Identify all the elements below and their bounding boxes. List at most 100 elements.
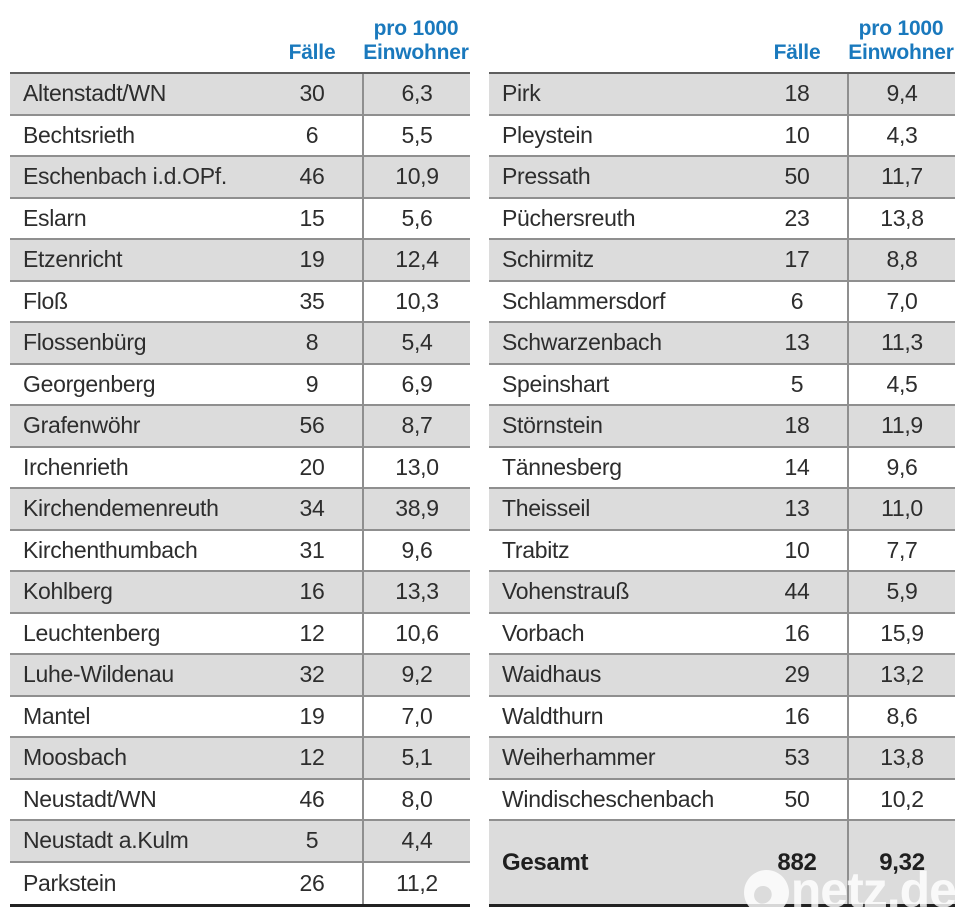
municipality-name: Schirmitz xyxy=(502,246,594,273)
table-row: Eslarn 15 5,6 xyxy=(10,198,470,240)
cases-value: 18 xyxy=(784,80,810,107)
header-per1000-line1: pro 1000 xyxy=(858,17,944,40)
municipality-name: Luhe-Wildenau xyxy=(23,661,174,688)
municipality-name: Speinshart xyxy=(502,370,609,397)
table-row: Flossenbürg 8 5,4 xyxy=(10,323,470,365)
table-row: Neustadt a.Kulm 5 4,4 xyxy=(10,821,470,863)
municipality-name: Floß xyxy=(23,287,68,314)
cases-value: 10 xyxy=(784,121,810,148)
table-row: Vohenstrauß 44 5,9 xyxy=(489,572,955,614)
rate-value: 9,6 xyxy=(847,447,955,487)
table-row: Etzenricht 19 12,4 xyxy=(10,240,470,282)
table-row: Mantel 19 7,0 xyxy=(10,696,470,738)
municipality-name: Störnstein xyxy=(502,412,603,439)
rate-value: 9,6 xyxy=(362,530,470,570)
table-row: Störnstein 18 11,9 xyxy=(489,406,955,448)
municipality-name: Kirchenthumbach xyxy=(23,536,198,563)
cases-value: 23 xyxy=(784,204,810,231)
municipality-name: Pirk xyxy=(502,80,541,107)
cases-value: 56 xyxy=(299,412,325,439)
cases-value: 35 xyxy=(299,287,325,314)
cases-value: 6 xyxy=(305,121,319,148)
rate-value: 10,6 xyxy=(362,613,470,653)
cases-value: 16 xyxy=(784,619,810,646)
rate-value: 11,7 xyxy=(847,157,955,197)
municipality-name: Pleystein xyxy=(502,121,593,148)
rate-value: 5,4 xyxy=(362,323,470,363)
rate-value: 6,3 xyxy=(362,74,470,114)
rate-value: 13,3 xyxy=(362,572,470,612)
municipality-name: Altenstadt/WN xyxy=(23,80,167,107)
total-cases-value: 882 xyxy=(777,848,817,876)
table-body-right: Pirk 18 9,4 Pleystein 10 4,3 Pressath 50 11,7 Püc… xyxy=(489,72,955,907)
rate-value: 6,9 xyxy=(362,364,470,404)
municipality-name: Georgenberg xyxy=(23,370,156,397)
table-row: Leuchtenberg 12 10,6 xyxy=(10,613,470,655)
cases-table-right: Fälle pro 1000 Einwohner Pirk 18 9,4 Pleyst… xyxy=(489,0,955,919)
cases-value: 6 xyxy=(790,287,804,314)
cases-value: 46 xyxy=(299,785,325,812)
rate-value: 5,1 xyxy=(362,738,470,778)
cases-value: 32 xyxy=(299,661,325,688)
table-row: Pressath 50 11,7 xyxy=(489,157,955,199)
cases-value: 9 xyxy=(305,370,319,397)
cases-value: 34 xyxy=(299,495,325,522)
header-per1000-line2: Einwohner xyxy=(363,41,469,64)
table-header-right: Fälle pro 1000 Einwohner xyxy=(489,0,955,72)
municipality-name: Grafenwöhr xyxy=(23,412,141,439)
rate-value: 13,2 xyxy=(847,655,955,695)
table-body-left: Altenstadt/WN 30 6,3 Bechtsrieth 6 5,5 Eschenb… xyxy=(10,72,470,907)
municipality-name: Waidhaus xyxy=(502,661,602,688)
cases-value: 13 xyxy=(784,495,810,522)
rate-value: 12,4 xyxy=(362,240,470,280)
cases-table-left: Fälle pro 1000 Einwohner Altenstadt/WN 30… xyxy=(10,0,470,919)
table-row: Pleystein 10 4,3 xyxy=(489,115,955,157)
rate-value: 5,5 xyxy=(362,115,470,155)
municipality-name: Püchersreuth xyxy=(502,204,636,231)
rate-value: 9,2 xyxy=(362,655,470,695)
table-row: Tännesberg 14 9,6 xyxy=(489,447,955,489)
table-row: Waidhaus 29 13,2 xyxy=(489,655,955,697)
table-row: Irchenrieth 20 13,0 xyxy=(10,447,470,489)
municipality-name: Vohenstrauß xyxy=(502,578,630,605)
rate-value: 11,9 xyxy=(847,406,955,446)
rate-value: 15,9 xyxy=(847,613,955,653)
municipality-name: Kohlberg xyxy=(23,578,113,605)
rate-value: 5,9 xyxy=(847,572,955,612)
total-label: Gesamt xyxy=(502,848,589,876)
municipality-name: Windischeschenbach xyxy=(502,785,714,812)
rate-value: 8,8 xyxy=(847,240,955,280)
municipality-name: Leuchtenberg xyxy=(23,619,161,646)
cases-value: 30 xyxy=(299,80,325,107)
municipality-name: Vorbach xyxy=(502,619,585,646)
table-row: Neustadt/WN 46 8,0 xyxy=(10,779,470,821)
cases-value: 53 xyxy=(784,744,810,771)
cases-value: 26 xyxy=(299,869,325,896)
table-row: Schwarzenbach 13 11,3 xyxy=(489,323,955,365)
total-row: Gesamt 882 9,32 xyxy=(489,821,955,904)
cases-value: 16 xyxy=(299,578,325,605)
cases-value: 46 xyxy=(299,163,325,190)
rate-value: 4,5 xyxy=(847,364,955,404)
rate-value: 4,4 xyxy=(362,821,470,861)
table-row: Bechtsrieth 6 5,5 xyxy=(10,115,470,157)
rate-value: 38,9 xyxy=(362,489,470,529)
rate-value: 9,4 xyxy=(847,74,955,114)
table-row: Altenstadt/WN 30 6,3 xyxy=(10,74,470,116)
table-header-left: Fälle pro 1000 Einwohner xyxy=(10,0,470,72)
table-row: Weiherhammer 53 13,8 xyxy=(489,738,955,780)
municipality-name: Waldthurn xyxy=(502,702,604,729)
rate-value: 8,6 xyxy=(847,696,955,736)
table-row: Kohlberg 16 13,3 xyxy=(10,572,470,614)
rate-value: 7,7 xyxy=(847,530,955,570)
table-row: Theisseil 13 11,0 xyxy=(489,489,955,531)
cases-value: 29 xyxy=(784,661,810,688)
table-row: Kirchendemenreuth 34 38,9 xyxy=(10,489,470,531)
cases-value: 16 xyxy=(784,702,810,729)
municipality-name: Flossenbürg xyxy=(23,329,147,356)
table-row: Luhe-Wildenau 32 9,2 xyxy=(10,655,470,697)
cases-value: 17 xyxy=(784,246,810,273)
table-row: Georgenberg 9 6,9 xyxy=(10,364,470,406)
cases-value: 19 xyxy=(299,702,325,729)
table-row: Trabitz 10 7,7 xyxy=(489,530,955,572)
